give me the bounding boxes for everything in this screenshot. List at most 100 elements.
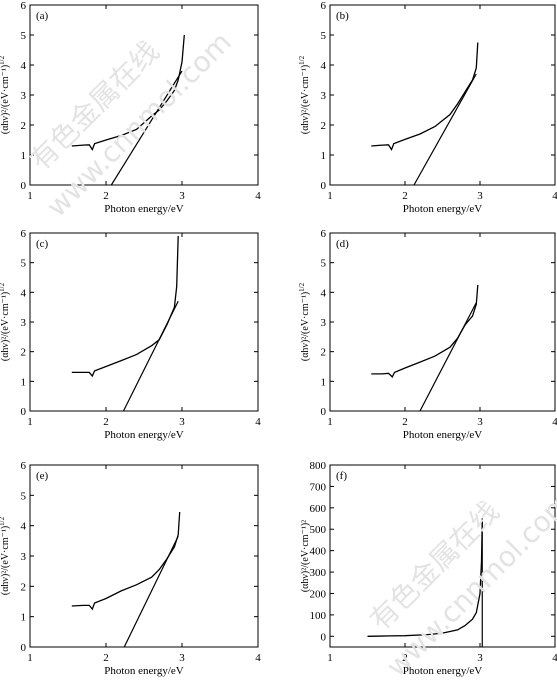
- x-tick-label-5-3: 4: [255, 652, 261, 664]
- panel-label-6: (f): [336, 470, 347, 482]
- data-curve-2: [371, 42, 479, 152]
- x-tick-label-6-1: 2: [402, 652, 408, 664]
- data-curve-4: [371, 284, 479, 378]
- x-tick-label-1-0: 1: [27, 190, 33, 202]
- x-tick-label-2-3: 4: [552, 190, 557, 202]
- y-tick-label-1-2: 2: [21, 120, 27, 132]
- x-axis-label-3: Photon energy/eV: [104, 429, 184, 441]
- y-tick-label-4-4: 4: [321, 287, 327, 299]
- x-tick-label-4-0: 1: [327, 416, 333, 428]
- tangent-line-1: [110, 70, 183, 186]
- x-tick-label-4-3: 4: [552, 416, 557, 428]
- data-curve-5: [71, 511, 181, 611]
- x-axis-label-6: Photon energy/eV: [403, 665, 483, 677]
- x-tick-label-6-0: 1: [327, 652, 333, 664]
- y-tick-label-2-0: 0: [321, 180, 327, 192]
- y-tick-label-3-3: 3: [21, 317, 27, 329]
- y-tick-label-6-6: 600: [310, 503, 327, 515]
- y-tick-label-2-4: 4: [321, 60, 327, 72]
- y-tick-label-1-0: 0: [21, 180, 27, 192]
- y-tick-label-6-3: 300: [310, 567, 327, 579]
- y-tick-label-4-6: 6: [321, 228, 327, 240]
- x-tick-label-2-2: 3: [477, 190, 483, 202]
- y-tick-label-3-4: 4: [21, 287, 27, 299]
- y-tick-label-4-5: 5: [321, 258, 327, 270]
- y-tick-label-3-1: 1: [21, 376, 27, 388]
- y-tick-label-5-1: 1: [21, 612, 27, 624]
- panel-label-1: (a): [36, 10, 49, 22]
- panel-label-2: (b): [336, 10, 349, 22]
- y-tick-label-3-2: 2: [21, 347, 27, 359]
- y-axis-label-5: (αhν)²/(eV·cm⁻¹)1/2: [0, 516, 11, 595]
- y-axis-label-3: (αhν)²/(eV·cm⁻¹)1/2: [0, 282, 11, 361]
- y-tick-label-5-3: 3: [21, 551, 27, 563]
- x-tick-label-1-3: 4: [255, 190, 261, 202]
- panel-label-5: (e): [36, 470, 49, 482]
- panel-label-3: (c): [36, 238, 49, 250]
- y-tick-label-1-1: 1: [21, 150, 27, 162]
- y-tick-label-4-0: 0: [321, 406, 327, 418]
- x-tick-label-1-1: 2: [103, 190, 109, 202]
- x-tick-label-5-0: 1: [27, 652, 33, 664]
- plot-frame-1: [29, 4, 259, 186]
- x-axis-label-1: Photon energy/eV: [104, 203, 184, 215]
- data-curve-3: [71, 235, 179, 378]
- y-tick-label-5-5: 5: [21, 490, 27, 502]
- data-curve-6: [367, 518, 483, 637]
- plot-frame-2: [329, 4, 556, 186]
- plot-frame-3: [29, 232, 259, 412]
- y-tick-label-4-1: 1: [321, 376, 327, 388]
- y-tick-label-3-5: 5: [21, 258, 27, 270]
- x-tick-label-3-2: 3: [179, 416, 185, 428]
- x-tick-label-3-1: 2: [103, 416, 109, 428]
- y-tick-label-6-7: 700: [310, 481, 327, 493]
- y-tick-label-5-2: 2: [21, 581, 27, 593]
- x-tick-label-2-1: 2: [402, 190, 408, 202]
- y-tick-label-5-4: 4: [21, 521, 27, 533]
- y-axis-label-2: (αhν)²/(eV·cm⁻¹)1/2: [298, 55, 311, 134]
- x-tick-label-5-1: 2: [103, 652, 109, 664]
- x-tick-label-6-3: 4: [552, 652, 557, 664]
- y-axis-label-4: (αhν)²/(eV·cm⁻¹)1/2: [298, 282, 311, 361]
- x-tick-label-6-2: 3: [477, 652, 483, 664]
- y-tick-label-2-2: 2: [321, 120, 327, 132]
- y-tick-label-2-5: 5: [321, 30, 327, 42]
- tangent-line-5: [123, 536, 179, 648]
- y-tick-label-5-6: 6: [21, 460, 27, 472]
- y-tick-label-1-4: 4: [21, 60, 27, 72]
- plot-frame-5: [29, 464, 259, 648]
- data-curve-1: [71, 34, 185, 152]
- x-tick-label-2-0: 1: [327, 190, 333, 202]
- chart-panel-6: 1 2 3 4 0 100 200 300 400 500 600 700 800 Photon ener…: [300, 460, 557, 677]
- x-tick-label-4-2: 3: [477, 416, 483, 428]
- tangent-line-3: [122, 300, 179, 412]
- y-tick-label-2-1: 1: [321, 150, 327, 162]
- x-axis-label-2: Photon energy/eV: [403, 203, 483, 215]
- y-tick-label-6-5: 500: [310, 524, 327, 536]
- y-tick-label-1-6: 6: [21, 0, 27, 12]
- y-tick-label-5-0: 0: [21, 642, 27, 654]
- plot-frame-6: [329, 464, 556, 648]
- x-axis-label-4: Photon energy/eV: [403, 429, 483, 441]
- y-tick-label-3-0: 0: [21, 406, 27, 418]
- y-tick-label-1-5: 5: [21, 30, 27, 42]
- x-tick-label-3-3: 4: [255, 416, 261, 428]
- y-tick-label-6-0: 0: [321, 631, 327, 643]
- plot-frame-4: [329, 232, 556, 412]
- y-tick-label-3-6: 6: [21, 228, 27, 240]
- y-axis-label-6: (αhν)²/(eV·cm⁻¹)²: [300, 520, 311, 592]
- tangent-line-4: [419, 302, 477, 412]
- y-tick-label-4-2: 2: [321, 347, 327, 359]
- y-tick-label-6-1: 100: [310, 610, 327, 622]
- panel-label-4: (d): [336, 238, 349, 250]
- y-tick-label-2-3: 3: [321, 90, 327, 102]
- x-tick-label-1-2: 3: [179, 190, 185, 202]
- tangent-line-2: [413, 73, 477, 186]
- x-tick-label-3-0: 1: [27, 416, 33, 428]
- y-axis-label-1: (αhν)²/(eV·cm⁻¹)1/2: [0, 55, 11, 134]
